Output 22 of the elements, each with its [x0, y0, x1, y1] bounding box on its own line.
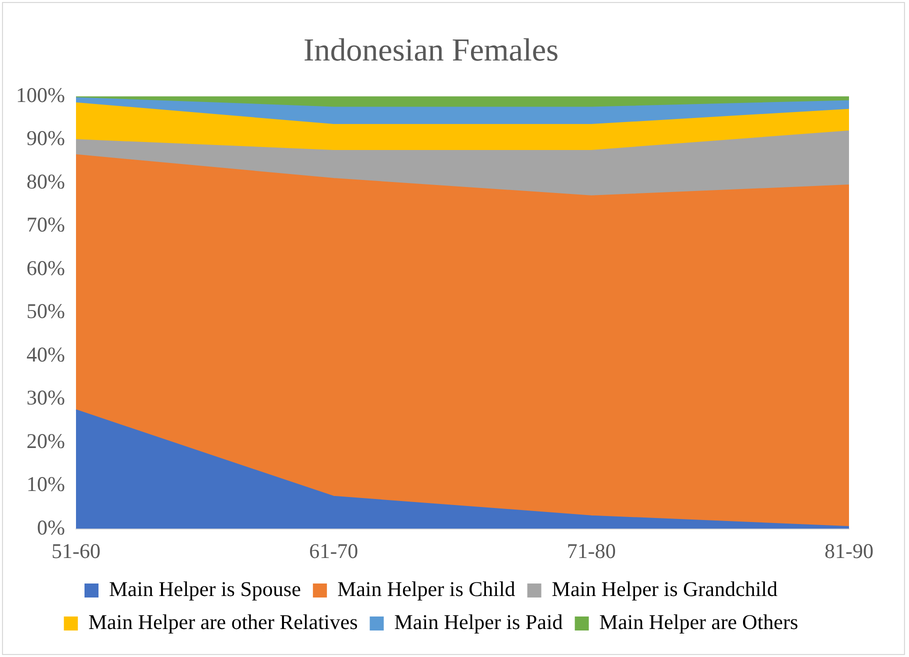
- y-tick-label: 70%: [26, 212, 65, 237]
- y-tick-label: 40%: [26, 342, 65, 366]
- y-tick-label: 20%: [26, 428, 65, 453]
- chart-title: Indonesian Females: [303, 32, 559, 68]
- x-tick-label: 71-80: [566, 538, 616, 563]
- x-tick-label: 81-90: [824, 538, 874, 563]
- x-tick-label: 61-70: [309, 538, 358, 563]
- x-tick-label: 51-60: [51, 538, 100, 563]
- y-tick-label: 60%: [26, 256, 65, 280]
- legend-label: Main Helper is Paid: [394, 610, 564, 634]
- y-tick-label: 80%: [26, 169, 65, 194]
- y-tick-label: 50%: [26, 299, 65, 324]
- y-tick-label: 0%: [36, 515, 65, 540]
- legend-label: Main Helper are Others: [599, 610, 798, 634]
- y-tick-label: 100%: [16, 82, 65, 107]
- legend-label: Main Helper is Spouse: [109, 577, 301, 602]
- y-tick-label: 90%: [26, 126, 65, 150]
- legend-label: Main Helper are other Relatives: [88, 610, 358, 634]
- y-tick-label: 10%: [26, 472, 65, 496]
- legend-label: Main Helper is Child: [337, 577, 516, 602]
- y-tick-label: 30%: [26, 386, 65, 410]
- legend-label: Main Helper is Grandchild: [552, 577, 778, 602]
